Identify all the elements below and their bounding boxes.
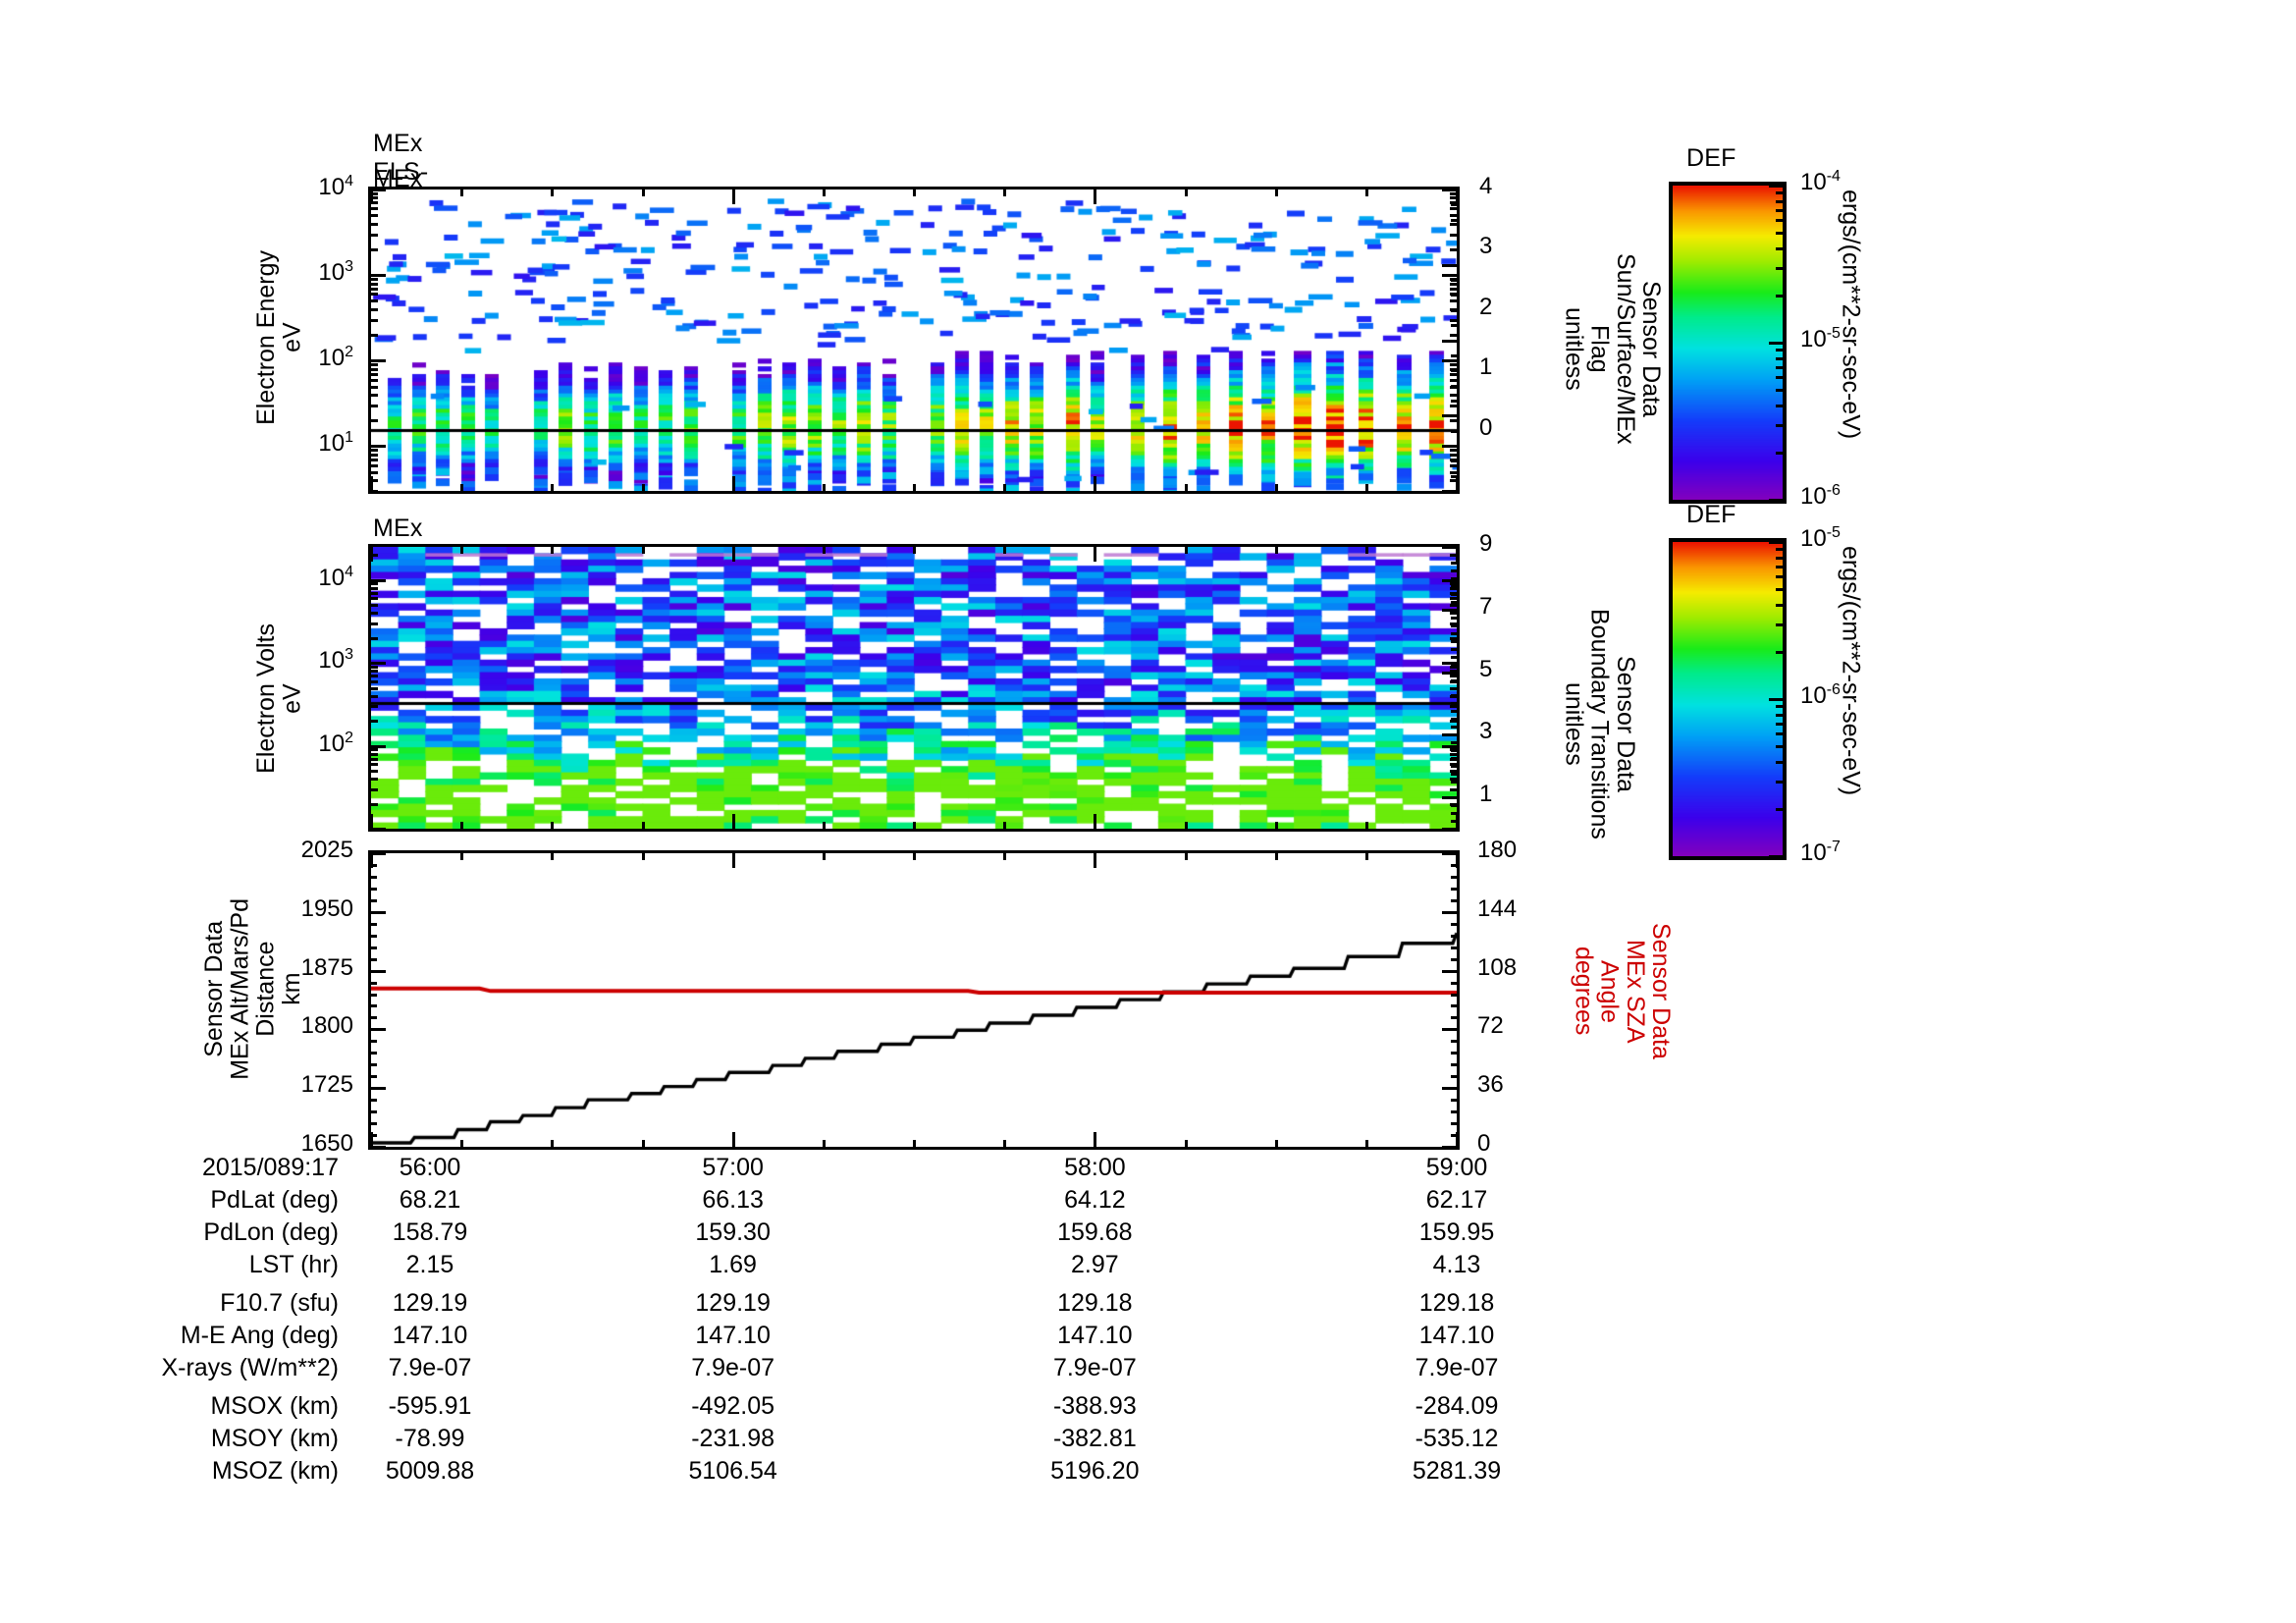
table-cell: -595.91 [388, 1392, 472, 1420]
table-cell: 5106.54 [688, 1457, 777, 1485]
table-cell: 56:00 [399, 1154, 461, 1181]
panel-ima-right-label-line3: unitless [1560, 682, 1588, 766]
panel-els-spectrogram [371, 189, 1457, 491]
panel-alt-y-label-line1: Sensor Data [200, 920, 228, 1057]
table-cell: 1.69 [709, 1251, 757, 1278]
table-cell: 5009.88 [385, 1457, 475, 1485]
table-cell: 7.9e-07 [691, 1354, 775, 1381]
table-cell: -492.05 [691, 1392, 775, 1420]
table-cell: 58:00 [1064, 1154, 1126, 1181]
table-cell: 129.19 [392, 1289, 468, 1317]
table-cell: 7.9e-07 [388, 1354, 472, 1381]
table-cell: -535.12 [1415, 1425, 1499, 1452]
table-cell: 59:00 [1425, 1154, 1488, 1181]
table-cell: 62.17 [1425, 1186, 1488, 1214]
table-row-label: PdLat (deg) [210, 1186, 339, 1214]
table-cell: 129.18 [1418, 1289, 1495, 1317]
panel-els-right-label-line2: Sun/Surface/MEx [1611, 253, 1639, 445]
table-row-label: MSOX (km) [210, 1392, 339, 1420]
table-cell: 4.13 [1432, 1251, 1481, 1278]
panel-alt-right-label-line1: Sensor Data [1647, 923, 1675, 1059]
panel-els-frame [368, 187, 1460, 494]
panel-alt-plot [371, 853, 1457, 1147]
table-cell: -388.93 [1052, 1392, 1137, 1420]
table-cell: 147.10 [1057, 1322, 1133, 1349]
table-row-label: PdLon (deg) [203, 1218, 339, 1246]
panel-alt-right-label-line2: MEx SZA [1621, 939, 1649, 1044]
table-row-label: X-rays (W/m**2) [161, 1354, 339, 1381]
table-cell: 129.19 [695, 1289, 771, 1317]
table-cell: 159.68 [1057, 1218, 1133, 1246]
table-row-label: F10.7 (sfu) [220, 1289, 339, 1317]
table-cell: 5196.20 [1050, 1457, 1140, 1485]
table-cell: 147.10 [392, 1322, 468, 1349]
table-cell: -284.09 [1415, 1392, 1499, 1420]
table-row-label: MSOY (km) [210, 1425, 339, 1452]
table-cell: 64.12 [1064, 1186, 1126, 1214]
table-cell: -78.99 [395, 1425, 465, 1452]
panel-ima-right-label: Sensor Data Boundary Transitions unitles… [1560, 609, 1639, 839]
panel-ima-right-label-line2: Boundary Transitions [1585, 609, 1614, 839]
panel-ima-spectrogram [371, 547, 1457, 829]
table-row-label: LST (hr) [248, 1251, 339, 1278]
panel-alt-right-label-line4: degrees [1570, 947, 1598, 1036]
colorbar-els-units: ergs/(cm**2-sr-sec-eV) [1837, 189, 1865, 440]
panel-alt-right-label-line3: Angle [1595, 959, 1624, 1023]
table-cell: 66.13 [702, 1186, 764, 1214]
table-cell: 158.79 [392, 1218, 468, 1246]
table-row-label: 2015/089:17 [201, 1154, 339, 1181]
panel-els-right-label: Sensor Data Sun/Surface/MEx Flag unitles… [1560, 253, 1665, 445]
panel-els-right-label-line1: Sensor Data [1637, 280, 1665, 417]
panel-els-right-label-line4: unitless [1560, 306, 1588, 391]
panel-alt-frame [368, 850, 1460, 1150]
table-cell: 68.21 [399, 1186, 461, 1214]
table-cell: -231.98 [691, 1425, 775, 1452]
table-cell: 147.10 [695, 1322, 771, 1349]
table-cell: 2.15 [405, 1251, 454, 1278]
table-cell: 147.10 [1418, 1322, 1495, 1349]
panel-ima-frame [368, 544, 1460, 832]
table-cell: 159.95 [1418, 1218, 1495, 1246]
panel-alt-y-label: Sensor Data MEx Alt/Mars/Pd Distance km [200, 898, 305, 1080]
panel-ima-right-label-line1: Sensor Data [1611, 655, 1639, 792]
table-cell: 5281.39 [1412, 1457, 1502, 1485]
colorbar-ima-units: ergs/(cm**2-sr-sec-eV) [1837, 546, 1865, 796]
panel-els-right-label-line3: Flag [1585, 324, 1614, 373]
table-cell: -382.81 [1052, 1425, 1137, 1452]
panel-alt-y-label-line2: MEx Alt/Mars/Pd [226, 898, 254, 1080]
table-cell: 2.97 [1071, 1251, 1119, 1278]
table-cell: 7.9e-07 [1052, 1354, 1137, 1381]
panel-alt-right-label: Sensor Data MEx SZA Angle degrees [1570, 923, 1675, 1059]
panel-ima-y-label-line2: eV [278, 683, 306, 714]
table-cell: 7.9e-07 [1415, 1354, 1499, 1381]
table-cell: 159.30 [695, 1218, 771, 1246]
table-cell: 129.18 [1057, 1289, 1133, 1317]
table-cell: 57:00 [702, 1154, 764, 1181]
colorbar-ima-title: DEF [1686, 501, 1736, 528]
colorbar-els-gradient [1669, 182, 1787, 504]
colorbar-els-title: DEF [1686, 144, 1736, 172]
table-row-label: MSOZ (km) [211, 1457, 339, 1485]
table-row-label: M-E Ang (deg) [180, 1322, 339, 1349]
